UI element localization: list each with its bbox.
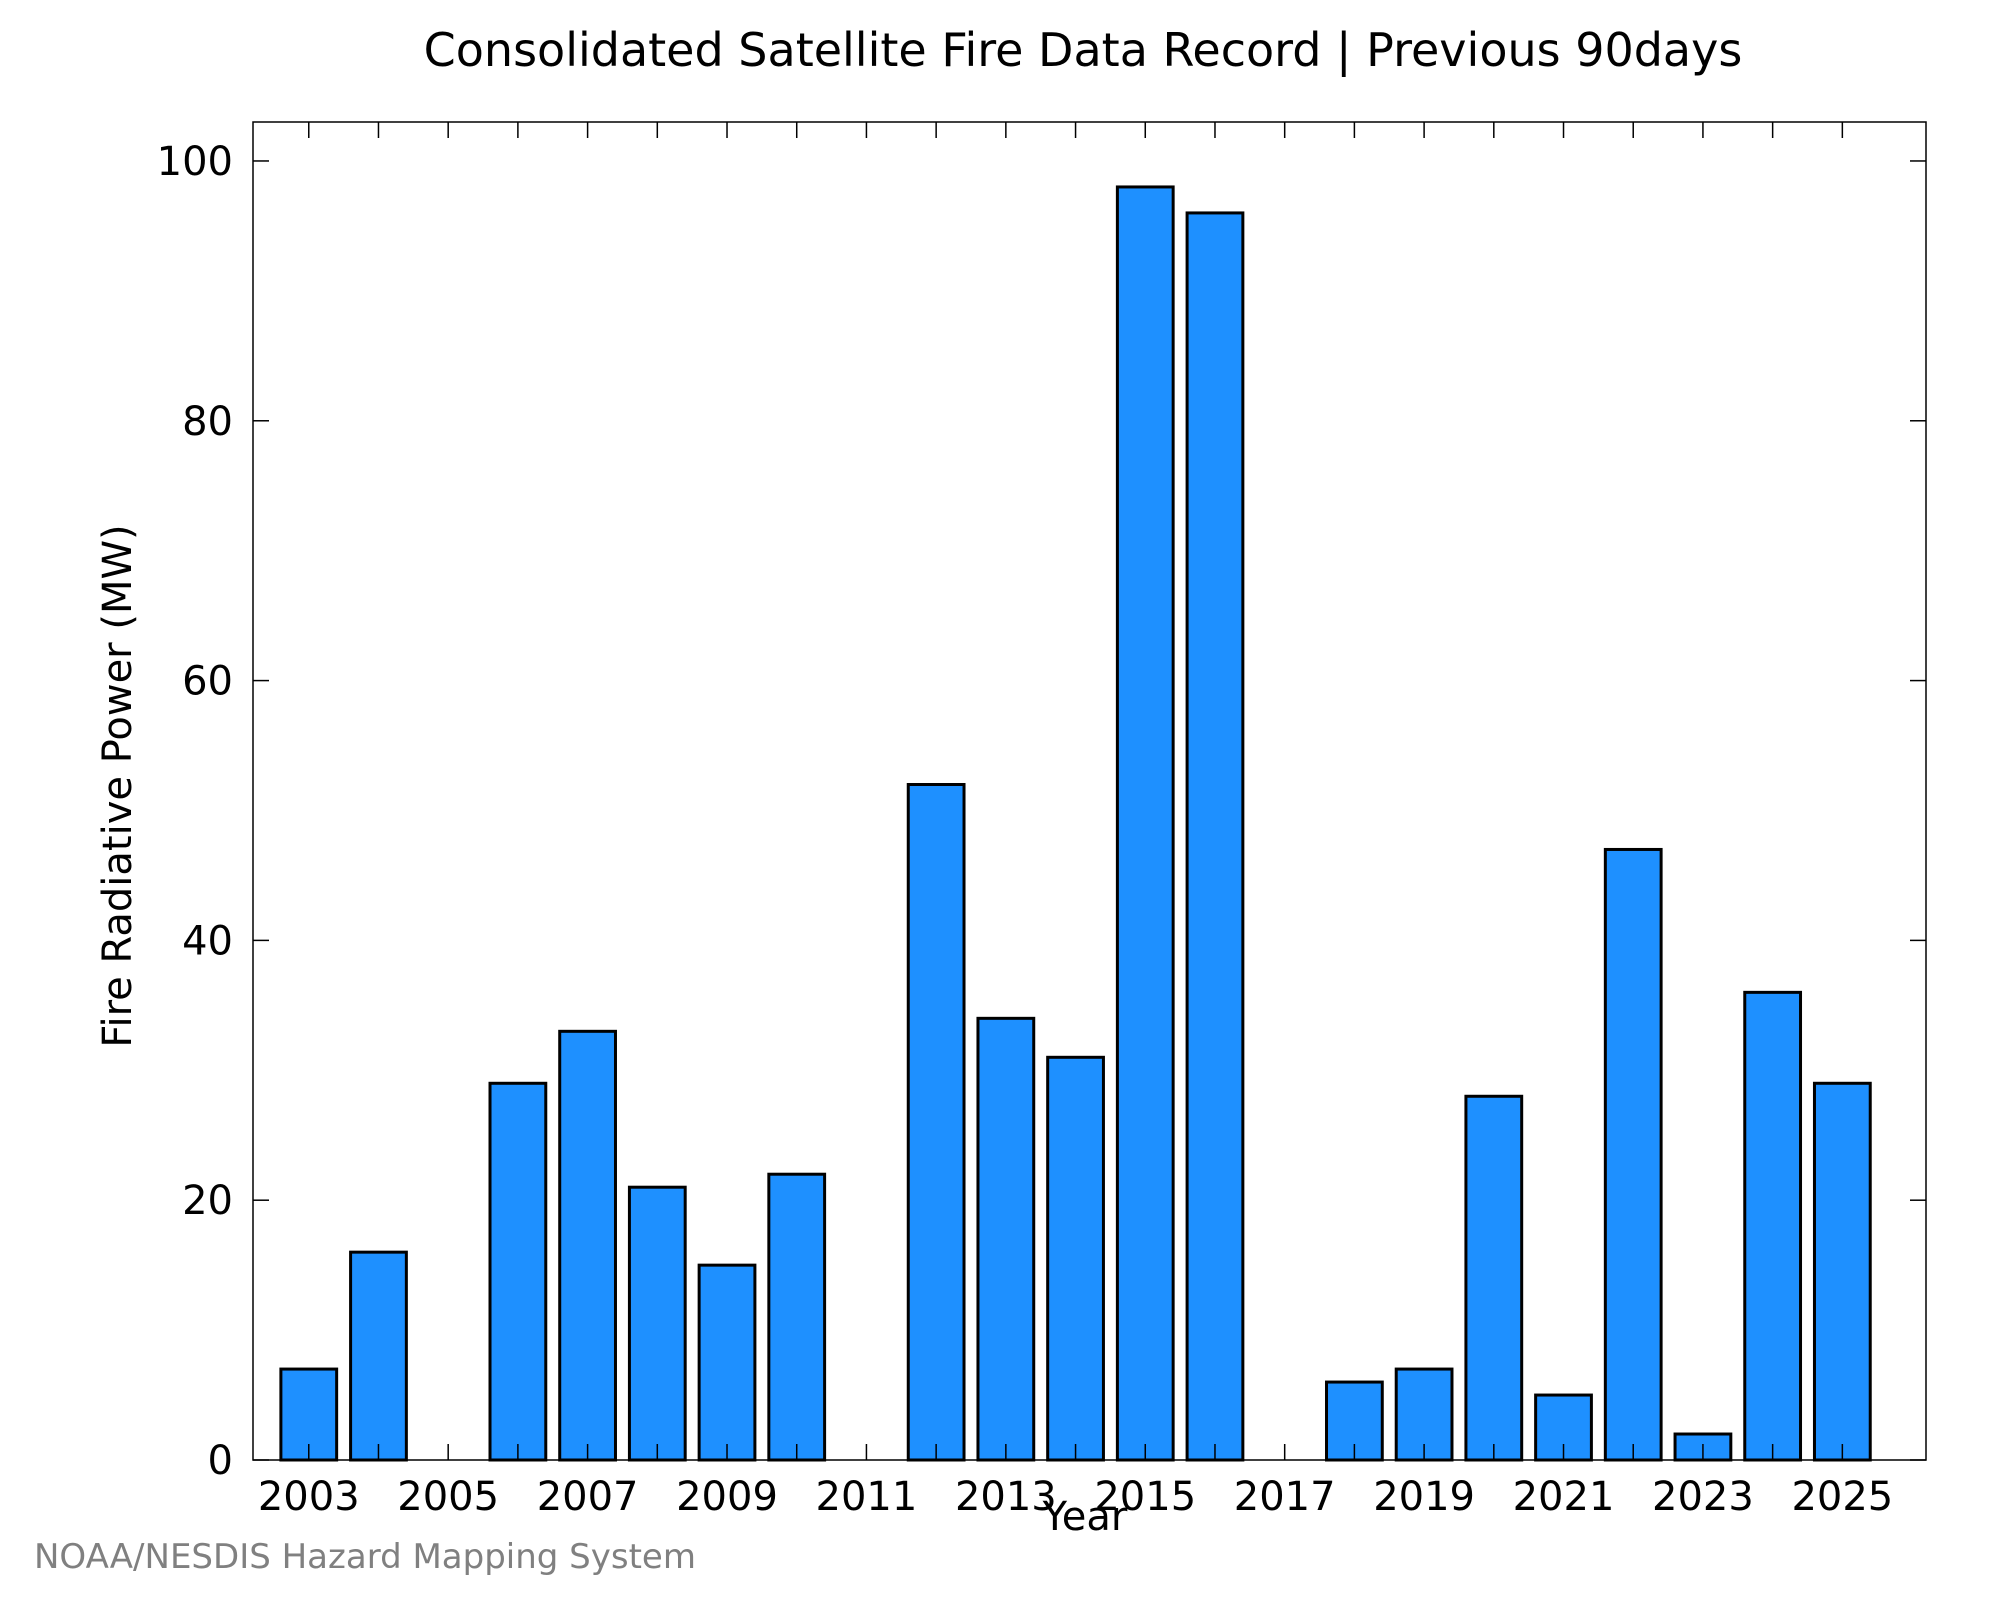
bar-2014 bbox=[1046, 1055, 1105, 1462]
y-axis-label: Fire Radiative Power (MW) bbox=[95, 524, 141, 1048]
bar-2006 bbox=[488, 1081, 548, 1462]
x-tick-label: 2007 bbox=[537, 1474, 639, 1520]
x-axis-label: Year bbox=[1042, 1494, 1128, 1540]
y-tick-label: 20 bbox=[182, 1178, 233, 1224]
x-tick-label: 2011 bbox=[816, 1474, 918, 1520]
bar-2009 bbox=[697, 1263, 757, 1462]
bar-2013 bbox=[976, 1016, 1036, 1462]
bar-2004 bbox=[349, 1250, 408, 1462]
y-tick-label: 60 bbox=[182, 659, 233, 705]
y-tick-label: 0 bbox=[208, 1438, 233, 1484]
bars-group bbox=[279, 185, 1872, 1462]
y-tick-label: 100 bbox=[157, 139, 233, 185]
bar-2024 bbox=[1743, 990, 1803, 1462]
bar-2020 bbox=[1464, 1094, 1524, 1462]
bar-2025 bbox=[1812, 1081, 1872, 1462]
x-tick-label: 2009 bbox=[676, 1474, 778, 1520]
x-tick-label: 2023 bbox=[1652, 1474, 1754, 1520]
x-tick-label: 2019 bbox=[1373, 1474, 1475, 1520]
x-tick-label: 2003 bbox=[258, 1474, 360, 1520]
bar-2012 bbox=[906, 783, 966, 1462]
bar-2007 bbox=[558, 1029, 617, 1462]
y-tick-label: 80 bbox=[182, 399, 233, 445]
x-tick-label: 2017 bbox=[1234, 1474, 1336, 1520]
bar-2010 bbox=[767, 1172, 827, 1462]
x-tick-label: 2021 bbox=[1513, 1474, 1615, 1520]
x-tick-label: 2025 bbox=[1791, 1474, 1893, 1520]
x-tick-label: 2005 bbox=[397, 1474, 499, 1520]
x-tick-label: 2013 bbox=[955, 1474, 1057, 1520]
x-tick-label: 2015 bbox=[1094, 1474, 1196, 1520]
bar-2008 bbox=[627, 1185, 687, 1462]
plot-frame bbox=[252, 121, 1927, 1461]
y-tick-label: 40 bbox=[182, 918, 233, 964]
bar-2015 bbox=[1115, 185, 1175, 1462]
bar-2016 bbox=[1185, 211, 1245, 1462]
ticks-group: 0 20 40 60 80 100 2003 2005 2007 2009 2011 2013 2015… bbox=[157, 122, 1926, 1520]
chart-title: Consolidated Satellite Fire Data Record … bbox=[423, 23, 1743, 77]
bar-2022 bbox=[1603, 847, 1663, 1462]
credit-text: NOAA/NESDIS Hazard Mapping System bbox=[34, 1537, 696, 1577]
